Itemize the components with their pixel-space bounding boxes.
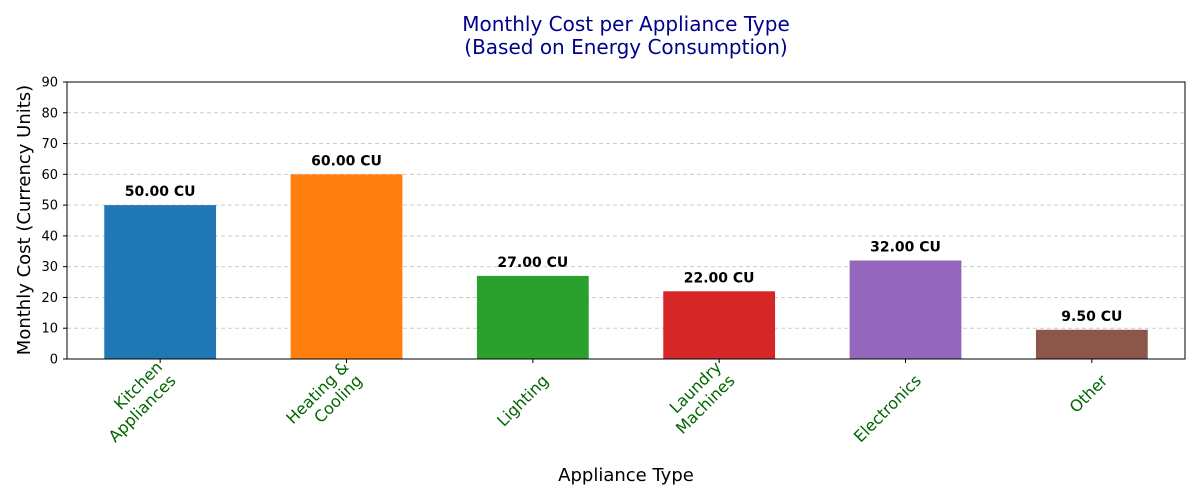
bar (849, 260, 962, 359)
data-labels: 50.00 CU 60.00 CU 27.00 CU 22.00 CU 32.00 CU… (125, 153, 1123, 324)
y-tick-label: 20 (41, 291, 58, 306)
bar-value-label: 22.00 CU (684, 270, 755, 286)
grid-lines (67, 112, 1185, 329)
x-tick-label: Other (1066, 371, 1112, 417)
y-tick-label: 80 (41, 106, 58, 121)
y-tick-label: 60 (41, 168, 58, 183)
bar (290, 174, 403, 359)
chart-title-line-1: Monthly Cost per Appliance Type (462, 12, 790, 36)
x-tick-label: Lighting (493, 371, 552, 430)
chart-title-line-2: (Based on Energy Consumption) (464, 35, 787, 59)
x-axis-label: Appliance Type (558, 465, 694, 486)
bar-value-label: 50.00 CU (125, 184, 196, 200)
bar-value-label: 9.50 CU (1061, 309, 1122, 325)
bar (1035, 329, 1148, 359)
y-axis-ticks: 0 10 20 30 40 50 60 70 80 90 (41, 76, 67, 368)
y-tick-label: 30 (41, 260, 58, 275)
y-tick-label: 90 (41, 76, 58, 91)
bar (104, 205, 217, 359)
y-tick-label: 10 (41, 322, 58, 337)
bar-value-label: 27.00 CU (497, 255, 568, 271)
y-tick-label: 70 (41, 137, 58, 152)
x-tick-label: Electronics (850, 371, 925, 446)
y-tick-label: 50 (41, 199, 58, 214)
bar-value-label: 60.00 CU (311, 153, 382, 169)
bar (663, 291, 776, 359)
x-tick-label-group: Heating &Cooling (282, 358, 366, 428)
plot-area-frame (66, 81, 1186, 360)
y-tick-label: 40 (41, 229, 58, 244)
y-axis-label: Monthly Cost (Currency Units) (14, 85, 35, 355)
bars (104, 174, 1148, 359)
bar (476, 275, 589, 359)
x-tick-label-group: Lighting (493, 371, 552, 430)
x-tick-label-group: Other (1066, 371, 1112, 417)
bar-value-label: 32.00 CU (870, 240, 941, 256)
y-tick-label: 0 (50, 353, 58, 368)
x-tick-label-group: Electronics (850, 371, 925, 446)
